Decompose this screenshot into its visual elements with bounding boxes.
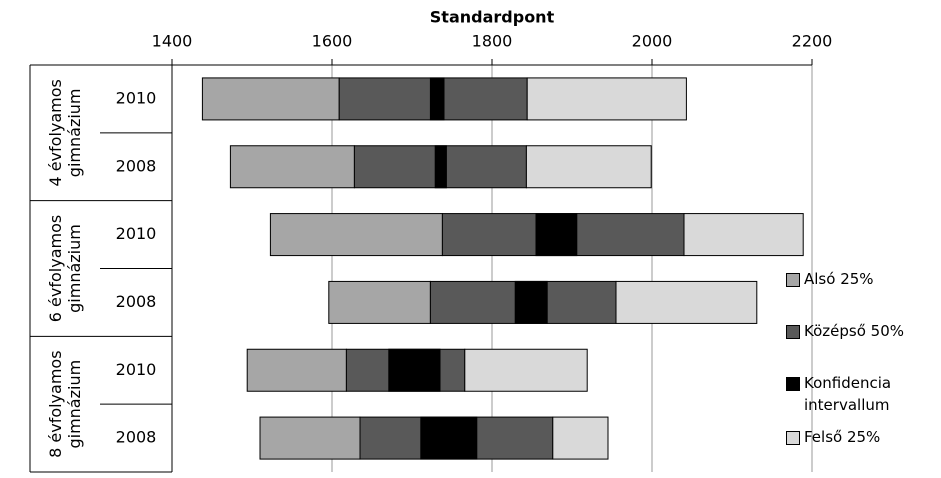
x-tick-label: 1600 (312, 32, 353, 51)
legend-item: Alsó 25% (786, 268, 924, 290)
group-label-line: gimnázium (65, 224, 84, 313)
bar-segment (429, 77, 445, 121)
group-label: 6 évfolyamosgimnázium (46, 215, 84, 322)
legend-label: Alsó 25% (804, 270, 874, 288)
group-label-line: gimnázium (65, 88, 84, 177)
bar-segment (552, 416, 609, 460)
legend-item: Felső 25% (786, 426, 924, 448)
bar-segment (615, 280, 758, 324)
bar-segment (420, 416, 478, 460)
bar-segment (201, 77, 340, 121)
axis-title: Standardpont (430, 8, 555, 27)
x-tick-label: 1400 (152, 32, 193, 51)
group-label: 4 évfolyamosgimnázium (46, 79, 84, 186)
legend-swatch (786, 431, 800, 445)
bar-segment (269, 213, 443, 257)
group-label: 8 évfolyamosgimnázium (46, 350, 84, 457)
y-tick-label: 2010 (116, 224, 157, 243)
bar-segment (525, 145, 652, 189)
legend-label: Középső 50% (804, 322, 904, 340)
legend-label: Konfidencia intervallum (804, 374, 892, 414)
bar-segment (526, 77, 687, 121)
legend-item: Konfidencia intervallum (786, 372, 924, 416)
x-tick-label: 2000 (632, 32, 673, 51)
legend-item: Középső 50% (786, 320, 924, 342)
group-label-line: gimnázium (65, 360, 84, 449)
bar-segment (514, 280, 548, 324)
bar-segment (246, 348, 347, 392)
bar-segment (229, 145, 355, 189)
y-tick-label: 2010 (116, 360, 157, 379)
y-tick-label: 2010 (116, 88, 157, 107)
x-tick-label: 2200 (792, 32, 833, 51)
legend-swatch (786, 273, 800, 287)
legend-swatch (786, 377, 800, 391)
group-label-line: 4 évfolyamos (46, 79, 65, 186)
legend-label: Felső 25% (804, 428, 881, 446)
bar-segment (464, 348, 588, 392)
bar-segment (535, 213, 578, 257)
legend-swatch (786, 325, 800, 339)
y-tick-label: 2008 (116, 156, 157, 175)
bar-segment (259, 416, 361, 460)
group-label-line: 8 évfolyamos (46, 350, 65, 457)
x-tick-label: 1800 (472, 32, 513, 51)
group-label-line: 6 évfolyamos (46, 215, 65, 322)
bar-segment (388, 348, 441, 392)
y-tick-label: 2008 (116, 428, 157, 447)
bar-segment (683, 213, 804, 257)
bar-segment (328, 280, 431, 324)
bar-segment (434, 145, 447, 189)
y-tick-label: 2008 (116, 292, 157, 311)
